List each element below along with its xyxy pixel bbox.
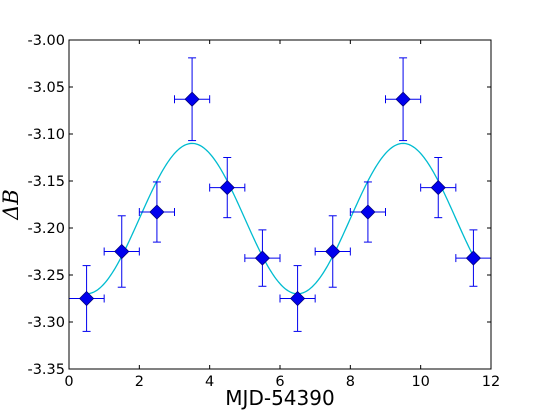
y-tick-label: -3.20: [27, 221, 65, 237]
tick-layer: 0 2 4 6 8 10 12 -3.35 -3.30 -3.25 -3.20 -3.15 -3.10 -…: [27, 33, 500, 390]
x-axis-label: MJD-54390: [225, 386, 334, 410]
y-tick-label: -3.10: [27, 127, 65, 143]
errorbar-layer: [68, 57, 492, 332]
y-axis-label: ΔB: [0, 189, 23, 221]
y-tick-label: -3.25: [27, 268, 65, 284]
data-point-diamond: [325, 243, 341, 260]
data-point-diamond: [114, 243, 130, 260]
data-point-diamond: [290, 290, 306, 307]
fit-curve-layer: [86, 142, 474, 295]
data-point-diamond: [79, 290, 95, 307]
data-point-diamond: [184, 91, 200, 107]
data-point-diamond: [254, 250, 270, 266]
y-tick-label: -3.15: [27, 174, 65, 190]
data-point-diamond: [360, 204, 376, 220]
y-tick-label: -3.30: [27, 315, 65, 331]
y-tick-label: -3.05: [27, 80, 65, 96]
x-tick-label: 4: [205, 374, 214, 390]
marker-layer: [79, 91, 481, 307]
data-point-diamond: [149, 204, 165, 220]
x-tick-label: 0: [64, 374, 73, 390]
y-tick-label: -3.35: [27, 362, 65, 378]
data-point-diamond: [219, 180, 235, 196]
x-tick-label: 6: [275, 374, 284, 390]
y-tick-label: -3.00: [27, 33, 65, 49]
data-point-diamond: [395, 91, 411, 107]
x-tick-label: 8: [346, 374, 355, 390]
fit-curve: [86, 142, 474, 295]
x-tick-label: 10: [411, 374, 429, 390]
x-tick-label: 2: [135, 374, 144, 390]
x-tick-label: 12: [482, 374, 500, 390]
data-point-diamond: [465, 250, 481, 266]
plot-frame: [68, 39, 492, 370]
data-point-diamond: [430, 180, 446, 196]
